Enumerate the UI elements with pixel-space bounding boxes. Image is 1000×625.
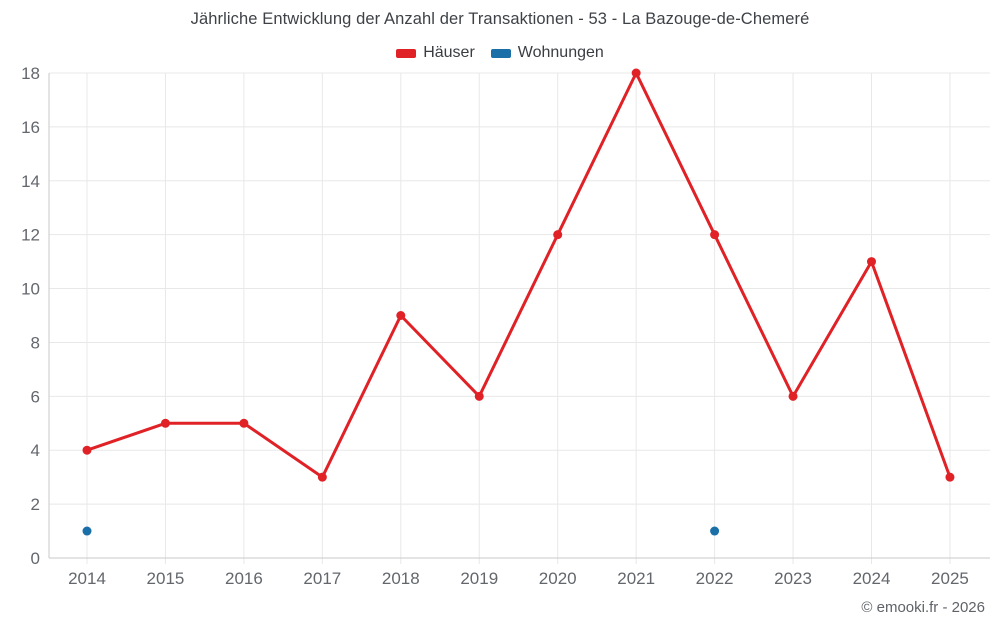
legend-item-haeuser[interactable]: Häuser — [396, 44, 475, 62]
x-axis-tick-label: 2020 — [539, 569, 577, 588]
legend-swatch-icon — [490, 48, 511, 58]
y-axis-tick-label: 0 — [31, 549, 40, 568]
data-point-häuser[interactable] — [474, 391, 484, 401]
x-axis-tick-label: 2024 — [853, 569, 891, 588]
x-axis-tick-label: 2014 — [68, 569, 106, 588]
data-point-häuser[interactable] — [867, 257, 876, 267]
x-axis-tick-label: 2021 — [617, 569, 655, 588]
data-point-wohnungen[interactable] — [82, 526, 92, 536]
x-axis-tick-label: 2023 — [774, 569, 812, 588]
data-point-häuser[interactable] — [553, 230, 563, 240]
chart-footer-credit: © emooki.fr - 2026 — [861, 599, 985, 616]
data-point-häuser[interactable] — [396, 311, 406, 320]
data-point-häuser[interactable] — [317, 472, 327, 482]
y-axis-tick-label: 6 — [31, 387, 40, 406]
data-point-häuser[interactable] — [945, 472, 955, 482]
data-point-wohnungen[interactable] — [710, 526, 720, 536]
legend-label: Wohnungen — [517, 44, 604, 61]
data-point-häuser[interactable] — [710, 230, 720, 240]
data-point-häuser[interactable] — [239, 418, 249, 428]
series-line-häuser — [85, 71, 952, 479]
x-axis-tick-label: 2025 — [931, 569, 969, 588]
chart-title: Jährliche Entwicklung der Anzahl der Tra… — [190, 10, 810, 28]
y-axis-tick-label: 16 — [21, 118, 40, 137]
y-axis-tick-label: 18 — [21, 64, 40, 83]
legend-swatch-icon — [396, 48, 417, 58]
x-axis-tick-label: 2019 — [460, 569, 498, 588]
data-point-häuser[interactable] — [160, 418, 170, 428]
legend-label: Häuser — [423, 44, 475, 61]
x-axis-tick-label: 2015 — [147, 569, 185, 588]
x-axis-tick-label: 2017 — [303, 569, 341, 588]
data-point-häuser[interactable] — [631, 68, 641, 78]
y-axis-tick-label: 10 — [21, 280, 40, 299]
data-point-häuser[interactable] — [82, 445, 92, 455]
y-axis-tick-label: 2 — [31, 495, 40, 514]
x-axis-tick-label: 2018 — [382, 569, 420, 588]
x-axis-tick-label: 2022 — [696, 569, 734, 588]
y-axis-tick-label: 4 — [31, 441, 40, 460]
data-point-häuser[interactable] — [788, 391, 798, 401]
y-axis-tick-label: 14 — [21, 172, 40, 191]
legend-item-wohnungen[interactable]: Wohnungen — [490, 44, 604, 62]
chart-legend: Häuser Wohnungen — [0, 44, 1000, 62]
x-axis-tick-label: 2016 — [225, 569, 263, 588]
y-axis-tick-label: 8 — [31, 333, 40, 352]
y-axis-tick-label: 12 — [21, 226, 40, 245]
